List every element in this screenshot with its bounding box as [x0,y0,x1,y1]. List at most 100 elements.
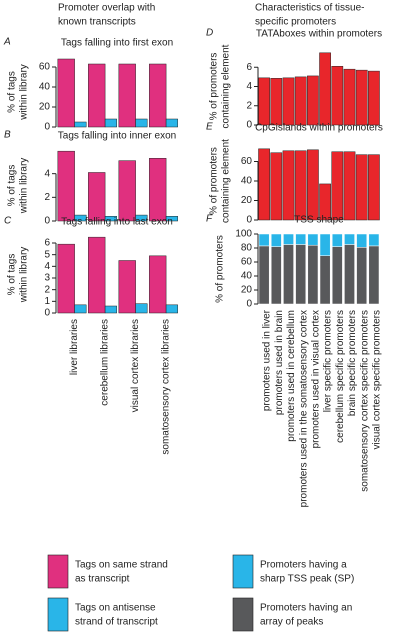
x-tick-label: cerebellum specific promoters [335,310,346,443]
bar [368,70,380,126]
column-title: known transcripts [58,17,136,28]
y-tick-label: 4 [44,261,50,272]
bar-segment [356,247,368,305]
y-axis-label: % of promoters [209,53,220,121]
bar-segment [283,244,294,305]
bar-segment [258,233,270,247]
legend-swatch [232,554,254,589]
y-tick-label: 20 [241,195,253,206]
y-tick-label: 2 [44,192,50,203]
bar-segment [368,245,380,305]
panel-title: TSS shape [294,215,344,226]
bar [165,216,178,222]
x-tick-label: promoters used in the somatosensory cort… [298,310,309,507]
x-tick-label: liver specific promoters [323,310,334,412]
bar-segment [331,246,343,305]
panel-letter: B [4,130,11,141]
bar [74,121,87,128]
panel-letter: D [206,28,213,39]
x-tick-label: liver libraries [69,319,80,375]
legend-label: Tags on antisense [75,603,156,614]
x-tick-label: promoters used in liver [262,309,273,411]
column-title: specific promoters [255,17,336,28]
bar [343,68,356,126]
bar [118,63,136,128]
y-tick-label: 6 [44,238,50,249]
y-tick-label: 100 [235,229,252,240]
y-axis-label: % of promoters [209,147,220,215]
bar [135,303,148,314]
bar [165,304,178,314]
y-axis-label: % of tags [7,165,18,207]
bar-segment [368,233,380,247]
y-tick-label: 40 [241,271,253,282]
bar [331,151,344,221]
y-tick-label: 2 [246,100,252,111]
panel-letter: F [206,214,213,225]
y-axis-label: containing element [221,139,232,223]
bar [104,118,117,128]
bar-segment [319,255,331,305]
bar [270,78,283,126]
bar-segment [344,244,355,305]
bar [118,260,136,314]
bar-segment [270,233,282,247]
bar [88,63,106,128]
y-tick-label: 0 [246,120,252,131]
panel-title: Tags falling into first exon [61,38,173,49]
y-axis-label: % of promoters [215,235,226,303]
bar [258,77,270,126]
panel-title: Tags falling into inner exon [58,131,176,142]
y-tick-label: 3 [44,273,50,284]
bar [270,152,283,221]
legend-label: sharp TSS peak (SP) [260,574,354,585]
panel-letter: C [4,216,12,227]
bar-segment [356,233,368,248]
bar [74,214,87,222]
bar [294,150,307,221]
y-tick-label: 0 [44,308,50,319]
bar [294,76,307,126]
bar [135,214,148,222]
bar [149,158,167,222]
bar [368,154,380,221]
y-axis-label: within library [19,64,30,121]
bar-segment [344,233,355,245]
y-tick-label: 40 [39,82,51,93]
y-tick-label: 60 [241,257,253,268]
y-tick-label: 0 [44,122,50,133]
y-tick-label: 40 [241,176,253,187]
bar [57,150,75,222]
y-axis-label: within library [19,247,30,304]
bar [355,154,368,221]
y-tick-label: 20 [241,285,253,296]
bar [331,66,344,126]
bar [88,172,106,222]
x-tick-label: brain specific promoters [347,310,358,416]
bar [282,77,295,126]
bar [149,255,167,314]
bar [88,236,106,314]
bar-segment [283,233,294,245]
panel-title: CpGislands within promoters [255,123,383,134]
bar [74,304,87,314]
y-tick-label: 0 [246,215,252,226]
y-tick-label: 5 [44,249,50,260]
panel-letter: A [3,37,11,48]
y-tick-label: 2 [44,284,50,295]
bar [355,69,368,126]
y-axis-label: % of tags [7,71,18,113]
bar [319,52,331,126]
bar [319,183,331,221]
x-tick-label: promoters used in brain [274,310,285,415]
panel-title: Tags falling into last exon [61,217,173,228]
bar-segment [307,233,319,246]
y-tick-label: 20 [39,102,51,113]
bar [307,149,319,221]
bar [149,63,167,128]
legend-label: strand of transcript [75,617,158,628]
bar-segment [307,244,319,305]
bar [57,58,75,128]
y-axis-label: within library [19,158,30,215]
bar [104,305,117,314]
